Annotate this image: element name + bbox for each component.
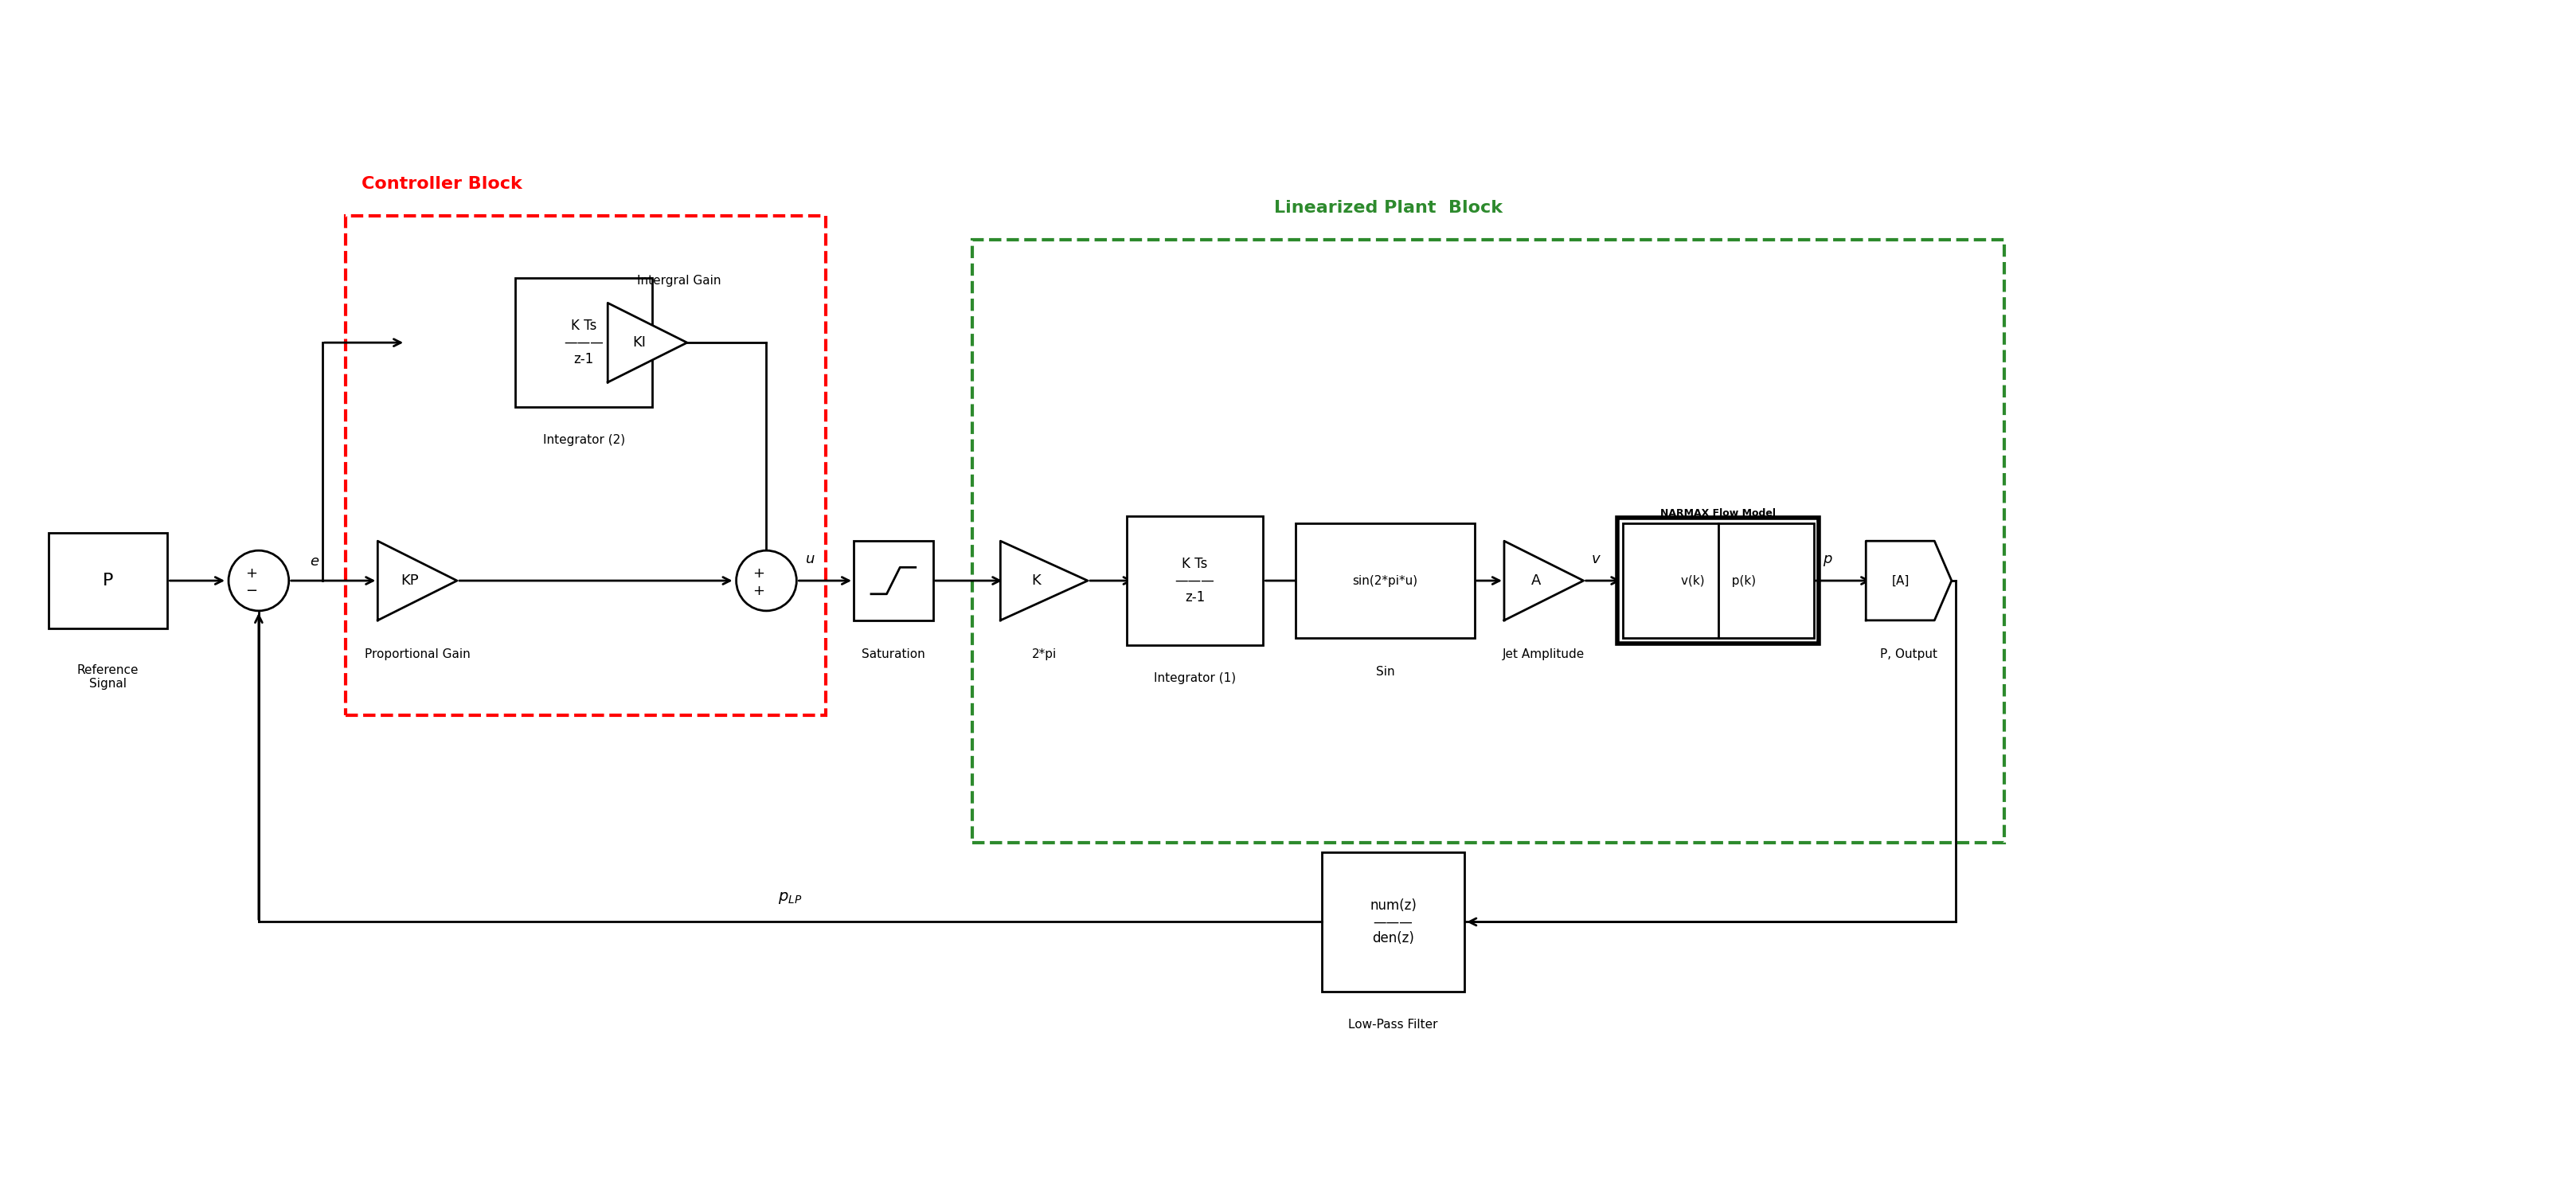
Text: 2*pi: 2*pi — [1030, 648, 1056, 660]
Text: Controller Block: Controller Block — [361, 176, 523, 192]
FancyBboxPatch shape — [1321, 852, 1466, 992]
Text: Integrator (2): Integrator (2) — [544, 435, 626, 446]
Text: Linearized Plant  Block: Linearized Plant Block — [1275, 200, 1502, 216]
Text: sin(2*pi*u): sin(2*pi*u) — [1352, 575, 1417, 587]
Text: K: K — [1030, 574, 1041, 588]
Text: P, Output: P, Output — [1880, 648, 1937, 660]
Text: e: e — [309, 555, 319, 569]
FancyBboxPatch shape — [49, 534, 167, 628]
Text: Proportional Gain: Proportional Gain — [363, 648, 471, 660]
FancyBboxPatch shape — [1126, 516, 1262, 644]
Text: K Ts
———
z-1: K Ts ——— z-1 — [1175, 557, 1216, 604]
Text: P: P — [103, 573, 113, 589]
Text: Reference
Signal: Reference Signal — [77, 664, 139, 690]
Text: u: u — [806, 552, 814, 567]
Text: v: v — [1592, 552, 1600, 567]
Polygon shape — [1504, 541, 1584, 621]
FancyBboxPatch shape — [1296, 523, 1473, 637]
Text: −: − — [245, 584, 258, 598]
Text: p: p — [1824, 552, 1832, 567]
Text: Integrator (1): Integrator (1) — [1154, 673, 1236, 684]
Polygon shape — [999, 541, 1087, 621]
Text: +: + — [752, 584, 765, 598]
FancyBboxPatch shape — [853, 541, 933, 621]
Text: $p_{LP}$: $p_{LP}$ — [778, 891, 801, 906]
Text: +: + — [752, 565, 765, 581]
Text: num(z)
———
den(z): num(z) ——— den(z) — [1370, 898, 1417, 946]
Text: Intergral Gain: Intergral Gain — [636, 276, 721, 287]
Text: +: + — [245, 565, 258, 581]
Text: v(k)       p(k): v(k) p(k) — [1682, 575, 1757, 587]
Polygon shape — [379, 541, 456, 621]
Text: K Ts
———
z-1: K Ts ——— z-1 — [564, 319, 603, 366]
Text: Low-Pass Filter: Low-Pass Filter — [1347, 1019, 1437, 1031]
Text: [A]: [A] — [1891, 575, 1909, 587]
Text: Sin: Sin — [1376, 666, 1394, 677]
Text: Jet Amplitude: Jet Amplitude — [1502, 648, 1584, 660]
FancyBboxPatch shape — [1618, 518, 1819, 643]
Text: A: A — [1530, 574, 1540, 588]
Polygon shape — [1865, 541, 1953, 621]
Text: NARMAX Flow Model: NARMAX Flow Model — [1662, 508, 1775, 518]
Text: KI: KI — [634, 336, 647, 350]
Polygon shape — [608, 303, 688, 383]
FancyBboxPatch shape — [1623, 523, 1814, 637]
Text: KP: KP — [399, 574, 417, 588]
FancyBboxPatch shape — [515, 278, 652, 406]
Text: Saturation: Saturation — [860, 648, 925, 660]
